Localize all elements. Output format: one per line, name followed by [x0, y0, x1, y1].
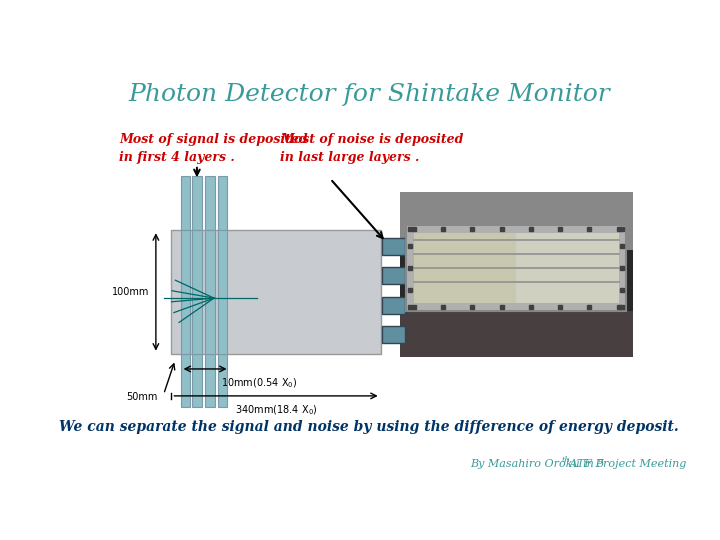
Text: 340mm(18.4 X$_0$): 340mm(18.4 X$_0$)	[235, 403, 318, 417]
Bar	[192, 231, 202, 354]
Bar	[382, 267, 405, 284]
Bar	[205, 354, 215, 408]
Bar	[382, 238, 405, 255]
Bar	[400, 192, 632, 357]
Text: ATF Project Meeting: ATF Project Meeting	[566, 458, 686, 469]
Bar	[382, 326, 405, 343]
Bar	[171, 231, 381, 354]
Text: 10mm(0.54 X$_0$): 10mm(0.54 X$_0$)	[220, 377, 297, 390]
Text: Photon Detector for Shintake Monitor: Photon Detector for Shintake Monitor	[128, 83, 610, 105]
Bar	[205, 231, 215, 354]
Bar	[414, 233, 516, 303]
Bar	[218, 354, 228, 408]
Bar	[414, 233, 618, 303]
Bar	[181, 354, 190, 408]
Bar	[192, 177, 202, 231]
Text: th: th	[561, 456, 570, 464]
Bar	[406, 225, 626, 311]
Bar	[400, 311, 632, 357]
Bar	[181, 177, 190, 231]
Text: 100mm: 100mm	[112, 287, 150, 297]
Bar	[192, 354, 202, 408]
Bar	[400, 192, 632, 250]
Text: 50mm: 50mm	[126, 393, 158, 402]
Text: Most of noise is deposited
in last large layers .: Most of noise is deposited in last large…	[280, 132, 463, 164]
Text: By Masahiro Oroku in 5: By Masahiro Oroku in 5	[469, 458, 604, 469]
Bar	[382, 296, 405, 314]
Text: Most of signal is deposited
in first 4 layers .: Most of signal is deposited in first 4 l…	[120, 132, 308, 164]
Bar	[181, 231, 190, 354]
Bar	[218, 231, 228, 354]
Text: We can separate the signal and noise by using the difference of energy deposit.: We can separate the signal and noise by …	[59, 420, 679, 434]
Bar	[205, 177, 215, 231]
Bar	[218, 177, 228, 231]
